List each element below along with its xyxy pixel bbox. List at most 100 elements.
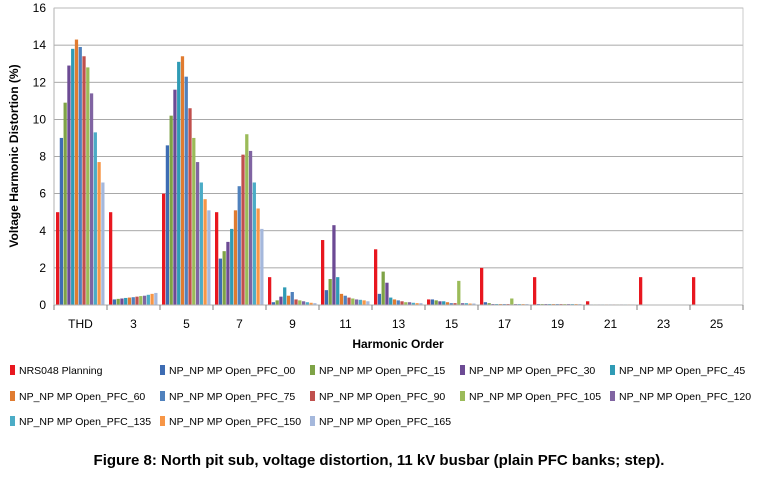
legend-item: NP_NP MP Open_PFC_105 xyxy=(460,391,601,403)
bar xyxy=(101,182,105,305)
bar xyxy=(339,293,344,305)
bar xyxy=(71,48,75,306)
x-tick-label: THD xyxy=(68,317,93,331)
legend-swatch xyxy=(460,365,465,375)
bar xyxy=(294,299,298,305)
bar xyxy=(362,300,366,305)
y-tick-label: 4 xyxy=(39,224,46,238)
legend-item: NP_NP MP Open_PFC_135 xyxy=(10,416,151,428)
bar xyxy=(480,267,484,305)
legend-label: NP_NP MP Open_PFC_150 xyxy=(169,416,301,428)
bar xyxy=(385,282,389,305)
harmonic-distortion-chart: 0 2 4 6 8 10 12 14 16 THD 3 5 7 9 11 13 15 17 19 21 23 25 Vo… xyxy=(7,1,751,428)
legend-swatch xyxy=(310,416,315,426)
bar xyxy=(116,298,120,305)
legend-label: NP_NP MP Open_PFC_90 xyxy=(319,391,445,403)
legend-swatch xyxy=(610,365,615,375)
legend-label: NP_NP MP Open_PFC_45 xyxy=(619,365,745,377)
legend-label: NP_NP MP Open_PFC_165 xyxy=(319,416,451,428)
legend-swatch xyxy=(310,365,315,375)
bar xyxy=(427,299,431,305)
legend-label: NP_NP MP Open_PFC_60 xyxy=(19,391,145,403)
x-tick-label: 9 xyxy=(289,317,296,331)
bar xyxy=(453,303,457,305)
bar xyxy=(487,303,491,305)
plot-border xyxy=(53,7,744,306)
legend-label: NP_NP MP Open_PFC_30 xyxy=(469,365,595,377)
bar xyxy=(199,182,203,305)
bar xyxy=(321,240,325,305)
bar xyxy=(328,279,332,305)
bar xyxy=(248,150,253,305)
bar xyxy=(203,199,207,305)
bar xyxy=(184,76,188,306)
legend-item: NP_NP MP Open_PFC_60 xyxy=(10,391,145,403)
bar xyxy=(82,56,86,306)
bar xyxy=(407,302,412,305)
bar xyxy=(150,293,154,305)
bar xyxy=(332,225,336,305)
bar xyxy=(218,258,223,305)
legend-item: NP_NP MP Open_PFC_00 xyxy=(160,365,295,377)
bar xyxy=(59,137,64,305)
bar xyxy=(188,108,192,305)
bar xyxy=(192,137,196,305)
bar xyxy=(305,302,309,305)
legend-label: NP_NP MP Open_PFC_105 xyxy=(469,391,601,403)
bar xyxy=(169,115,173,305)
bar xyxy=(392,299,397,305)
bar xyxy=(358,299,362,305)
bars xyxy=(56,39,741,306)
bar xyxy=(245,134,249,305)
bar xyxy=(400,301,404,305)
bar xyxy=(142,295,147,305)
bar xyxy=(237,186,241,305)
bar xyxy=(415,303,419,305)
bar xyxy=(135,296,139,305)
bar xyxy=(377,293,382,305)
bar xyxy=(63,102,67,305)
legend-label: NP_NP MP Open_PFC_75 xyxy=(169,391,295,403)
bar xyxy=(434,300,438,305)
bar xyxy=(468,303,472,305)
bar xyxy=(586,301,590,305)
legend-label: NP_NP MP Open_PFC_00 xyxy=(169,365,295,377)
bar xyxy=(241,154,245,305)
bar xyxy=(120,298,124,305)
y-tick-label: 8 xyxy=(39,150,46,164)
bar xyxy=(639,277,643,305)
bar xyxy=(124,297,128,305)
legend-label: NRS048 Planning xyxy=(19,365,103,377)
legend-swatch xyxy=(310,391,315,401)
bar xyxy=(226,241,230,305)
bar xyxy=(343,295,347,305)
bar xyxy=(93,132,97,305)
bar xyxy=(283,287,287,305)
bar xyxy=(301,301,306,305)
x-tick-label: 5 xyxy=(183,317,190,331)
bar xyxy=(430,299,435,305)
legend-item: NP_NP MP Open_PFC_165 xyxy=(310,416,451,428)
bar xyxy=(347,297,351,305)
bar xyxy=(165,145,170,305)
y-tick-label: 14 xyxy=(33,38,47,52)
bar xyxy=(472,303,476,305)
bar xyxy=(457,280,461,305)
bar xyxy=(404,302,408,305)
bar xyxy=(256,208,260,305)
bar xyxy=(180,56,185,306)
bar xyxy=(127,297,132,305)
bar xyxy=(510,298,514,305)
legend-item: NP_NP MP Open_PFC_150 xyxy=(160,416,301,428)
bar xyxy=(162,193,166,305)
bar xyxy=(692,277,696,305)
y-tick-label: 10 xyxy=(33,112,47,126)
bar xyxy=(222,251,226,305)
bar xyxy=(154,292,158,305)
legend: NRS048 Planning NP_NP MP Open_PFC_00 NP_NP… xyxy=(10,365,751,428)
x-axis-title: Harmonic Order xyxy=(352,337,444,351)
bar xyxy=(533,277,537,305)
bar xyxy=(260,228,264,305)
bar xyxy=(268,277,272,305)
bar xyxy=(445,302,450,305)
